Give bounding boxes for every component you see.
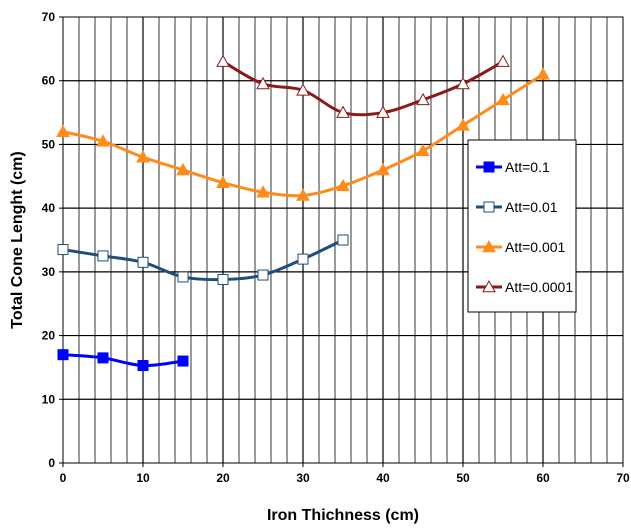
data-point (216, 54, 230, 67)
x-tick-label: 40 (376, 471, 390, 485)
data-point (177, 355, 189, 367)
data-point (257, 269, 269, 281)
x-tick-label: 30 (296, 471, 310, 485)
data-point (297, 253, 309, 265)
legend-label: Att=0.001 (505, 239, 566, 255)
data-point (56, 124, 70, 137)
data-point (97, 352, 109, 364)
data-point (376, 105, 390, 118)
data-point (57, 244, 69, 256)
y-tick-label: 60 (42, 74, 56, 88)
data-point (336, 178, 350, 192)
legend-label: Att=0.01 (505, 199, 558, 215)
y-tick-label: 20 (42, 329, 56, 343)
data-point (496, 54, 510, 67)
axis-ticks: 0 10 20 30 40 50 60 70 0 10 20 30 40 50 60 70 (42, 10, 630, 485)
data-point (416, 92, 430, 106)
legend: Att=0.1 Att=0.01 Att=0.001 Att=0.0001 (467, 139, 577, 313)
x-tick-label: 10 (136, 471, 150, 485)
data-point (137, 256, 149, 268)
y-tick-label: 30 (42, 265, 56, 279)
y-tick-label: 0 (48, 456, 55, 470)
legend-label: Att=0.1 (505, 159, 550, 175)
data-point (296, 83, 310, 96)
data-point (256, 185, 270, 198)
legend-label: Att=0.0001 (505, 279, 573, 295)
data-point (536, 67, 550, 80)
data-point (496, 92, 510, 106)
data-point (376, 162, 390, 176)
data-point (97, 250, 109, 262)
series-2 (57, 234, 349, 286)
x-tick-label: 0 (60, 471, 67, 485)
x-tick-label: 50 (456, 471, 470, 485)
legend-item: Att=0.01 (476, 199, 558, 215)
series-3 (56, 67, 550, 201)
legend-marker (483, 201, 495, 213)
data-point (416, 143, 430, 157)
series-line (62, 353, 184, 368)
y-tick-label: 10 (42, 392, 56, 406)
data-point (136, 150, 150, 163)
plot-area (62, 16, 624, 464)
series-group (56, 54, 550, 372)
data-point (456, 76, 470, 90)
legend-item: Att=0.1 (476, 159, 550, 175)
data-point (137, 360, 149, 372)
series-4 (216, 54, 510, 118)
data-point (256, 76, 270, 90)
data-point (177, 271, 189, 283)
legend-item: Att=0.0001 (476, 279, 573, 295)
data-point (216, 175, 230, 188)
legend-marker (482, 279, 496, 293)
data-point (456, 118, 470, 131)
series-1 (57, 349, 189, 372)
legend-marker (482, 239, 496, 253)
data-point (217, 274, 229, 286)
x-tick-label: 70 (616, 471, 630, 485)
legend-item: Att=0.001 (476, 239, 566, 255)
y-axis-title: Total Cone Lenght (cm) (9, 151, 26, 328)
y-tick-label: 70 (42, 10, 56, 24)
data-point (337, 234, 349, 246)
data-point (96, 134, 110, 147)
x-tick-label: 60 (536, 471, 550, 485)
x-tick-label: 20 (216, 471, 230, 485)
data-point (336, 105, 350, 118)
data-point (296, 188, 310, 201)
legend-marker (483, 161, 495, 173)
y-tick-label: 40 (42, 201, 56, 215)
y-tick-label: 50 (42, 137, 56, 151)
data-point (176, 162, 190, 176)
x-axis-title: Iron Thichness (cm) (267, 507, 419, 524)
data-point (57, 349, 69, 361)
